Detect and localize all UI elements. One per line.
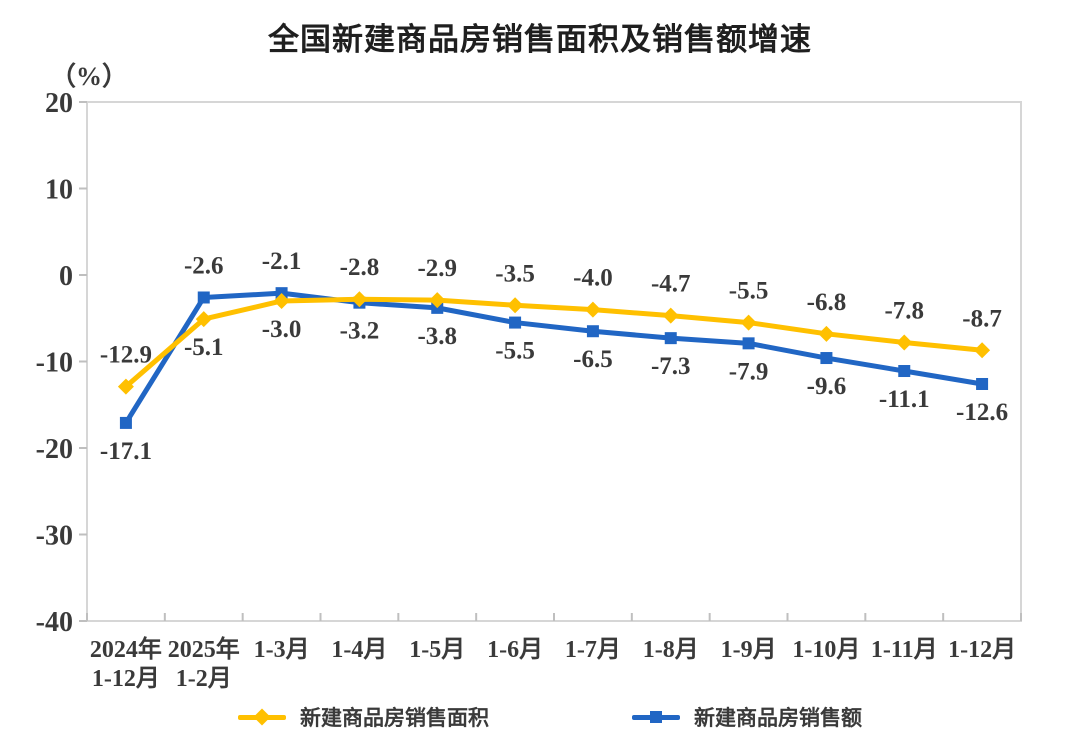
sales-amount-legend-marker <box>632 711 680 723</box>
data-point <box>664 332 677 345</box>
x-axis-label: 1-6月 <box>487 637 543 663</box>
diamond-marker-icon <box>253 708 271 726</box>
data-point <box>509 316 522 329</box>
series-line <box>123 296 985 390</box>
y-axis-tick-label: 20 <box>45 88 73 119</box>
x-axis-label: 1-12月 <box>948 637 1016 663</box>
data-point-label: -3.8 <box>417 323 457 350</box>
data-point <box>273 292 290 309</box>
y-axis-tick-label: 0 <box>59 261 73 292</box>
chart-title: 全国新建商品房销售面积及销售额增速 <box>268 22 812 57</box>
legend-item-sales-area: 新建商品房销售面积 <box>238 703 489 731</box>
data-point <box>117 378 134 395</box>
plot-border <box>86 101 1022 622</box>
data-point-label: -2.6 <box>184 252 224 279</box>
data-point <box>429 292 446 309</box>
data-point-label: -17.1 <box>100 438 152 465</box>
data-point <box>195 311 212 328</box>
x-axis-label: 1-10月 <box>792 637 860 663</box>
data-point-label: -9.6 <box>807 373 847 400</box>
data-point <box>507 297 524 314</box>
y-axis-tick-label: -30 <box>36 521 73 552</box>
x-axis-label: 1-3月 <box>254 637 310 663</box>
data-point-label: -2.1 <box>262 248 302 275</box>
y-axis-tick-label: -10 <box>36 348 73 379</box>
x-axis-label: 1-7月 <box>565 637 621 663</box>
y-axis-tick-label: 10 <box>45 175 73 206</box>
data-point <box>818 325 835 342</box>
data-point-label: -6.5 <box>573 346 613 373</box>
data-point-label: -11.1 <box>879 386 930 413</box>
data-point-label: -5.1 <box>184 334 224 361</box>
data-point <box>584 301 601 318</box>
data-point-label: -5.5 <box>729 278 769 305</box>
data-point-label: -6.8 <box>807 289 847 316</box>
data-point-label: -3.5 <box>495 260 535 287</box>
data-point <box>351 291 368 308</box>
y-axis-unit-label: （%） <box>50 62 129 91</box>
x-axis-label: 1-9月 <box>721 637 777 663</box>
data-point-label: -12.6 <box>956 399 1008 426</box>
data-point-label: -8.7 <box>962 305 1002 332</box>
data-point <box>976 377 989 390</box>
y-axis-tick-label: -20 <box>36 434 73 465</box>
data-point-label: -5.5 <box>495 338 535 365</box>
data-point-label: -2.9 <box>417 255 457 282</box>
data-point-label: -3.2 <box>340 318 380 345</box>
data-point <box>742 337 755 350</box>
data-point-label: -7.9 <box>729 358 769 385</box>
data-point-label: -7.3 <box>651 353 691 380</box>
sales-area-legend-marker <box>238 708 286 726</box>
x-axis-label: 1-5月 <box>409 637 465 663</box>
data-point-label: -4.0 <box>573 265 613 292</box>
y-axis-tick-label: -40 <box>36 607 73 638</box>
x-axis-label: 1-8月 <box>643 637 699 663</box>
data-point <box>119 416 132 429</box>
data-point-label: -7.8 <box>884 297 924 324</box>
sales-area-legend-label: 新建商品房销售面积 <box>300 706 489 730</box>
x-axis-label: 1-11月 <box>871 637 938 663</box>
legend-item-sales-amount: 新建商品房销售额 <box>632 703 862 731</box>
x-axis-label: 2025年 1-2月 <box>168 635 240 692</box>
data-point-label: -12.9 <box>100 342 152 369</box>
data-point-label: -2.8 <box>340 254 380 281</box>
data-point <box>898 365 911 378</box>
data-point <box>740 314 757 331</box>
data-point <box>974 342 991 359</box>
data-point <box>197 291 210 304</box>
data-point <box>820 352 833 365</box>
data-point-label: -4.7 <box>651 271 691 298</box>
square-marker-icon <box>650 711 662 723</box>
data-point <box>662 307 679 324</box>
data-point <box>896 334 913 351</box>
data-point-label: -3.0 <box>262 316 302 343</box>
x-axis-label: 2024年 1-12月 <box>90 635 162 692</box>
x-axis-label: 1-4月 <box>331 637 387 663</box>
sales-amount-legend-label: 新建商品房销售额 <box>694 706 862 730</box>
data-point <box>586 325 599 338</box>
series-line <box>123 290 985 426</box>
